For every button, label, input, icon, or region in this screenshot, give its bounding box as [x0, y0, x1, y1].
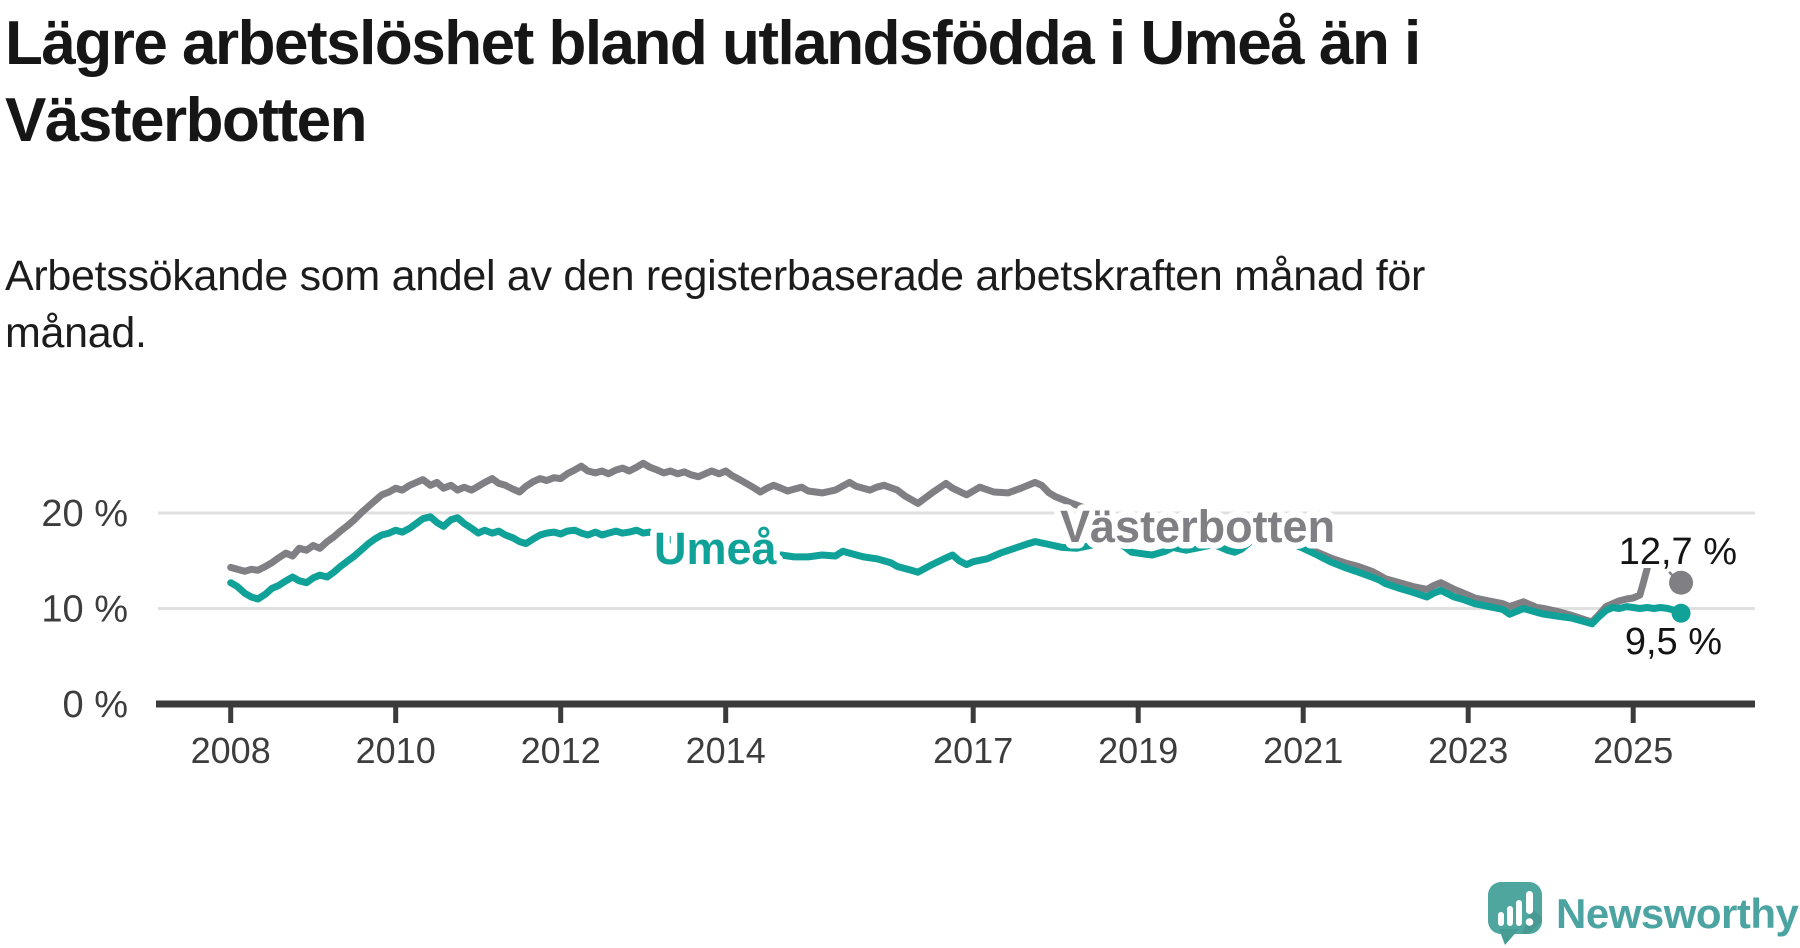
x-tick-label-2017: 2017: [933, 730, 1013, 771]
x-tick-label-2012: 2012: [521, 730, 601, 771]
series-line-vasterbotten: [227, 459, 1651, 626]
y-tick-label-10pct: 10 %: [41, 589, 128, 631]
newsworthy-speech-bubble-chart-icon: [1488, 882, 1542, 945]
x-tick-label-2023: 2023: [1428, 730, 1508, 771]
newsworthy-logo-text: Newsworthy: [1556, 890, 1799, 937]
y-tick-label-0pct: 0 %: [63, 684, 128, 726]
x-tick-label-2010: 2010: [356, 730, 436, 771]
end-value-label-vasterbotten: 12,7 %: [1619, 531, 1737, 573]
label-leader-line: [1655, 557, 1675, 578]
end-value-label-umea: 9,5 %: [1625, 621, 1722, 663]
series-label-vasterbotten: Västerbotten: [1060, 501, 1335, 552]
subtitle-line-1: Arbetssökande som andel av den registerb…: [5, 252, 1426, 300]
y-tick-label-20pct: 20 %: [41, 493, 128, 535]
newsworthy-logo: Newsworthy: [1488, 882, 1799, 946]
title-line-2: Västerbotten: [5, 85, 367, 155]
title-line-1: Lägre arbetslöshet bland utlandsfödda i …: [5, 9, 1421, 78]
end-dot-umea: [1671, 603, 1691, 623]
series-line-umea: [227, 513, 1685, 628]
x-tick-label-2008: 2008: [191, 730, 271, 771]
chart-subtitle: Arbetssökande som andel av den registerb…: [5, 248, 1425, 362]
x-tick-label-2021: 2021: [1263, 730, 1343, 771]
series-label-umea: Umeå: [654, 523, 778, 574]
x-tick-label-2014: 2014: [686, 730, 766, 771]
x-tick-label-2019: 2019: [1098, 730, 1178, 771]
subtitle-line-2: månad.: [5, 309, 147, 358]
end-dot-vasterbotten: [1669, 570, 1694, 595]
page-title: Lägre arbetslöshet bland utlandsfödda i …: [5, 6, 1421, 160]
x-tick-label-2025: 2025: [1593, 730, 1673, 771]
